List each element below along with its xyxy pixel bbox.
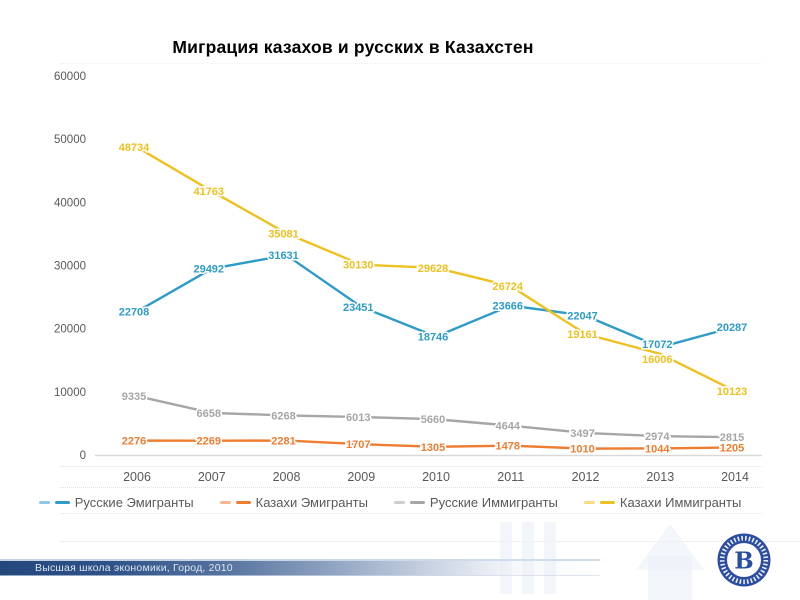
y-tick-label: 0 [80,450,86,462]
y-tick-label: 40000 [54,197,86,209]
data-label: 26724 [492,281,523,293]
data-label: 23451 [343,302,374,314]
data-label: 9335 [122,391,146,403]
data-label: 29492 [193,264,224,276]
series-line-2 [135,394,737,439]
data-label: 2974 [645,431,670,443]
data-label: 1205 [720,442,744,454]
data-label: 1707 [346,439,370,451]
x-tick-label: 2009 [347,470,375,484]
footer-bar: Высшая школа экономики, Город, 2010 [0,559,600,576]
separator-line [60,487,762,488]
y-tick-label: 10000 [54,387,86,399]
series-line-1 [135,439,737,450]
chart-legend: Русские Эмигранты Казахи Эмигранты Русск… [38,491,742,513]
data-label: 3497 [570,428,594,440]
x-tick-label: 2010 [422,470,450,484]
separator-line [60,466,762,467]
data-label: 2269 [197,436,221,448]
data-label: 20287 [717,322,748,334]
data-label: 1044 [645,443,670,455]
data-label: 35081 [268,228,299,240]
data-label: 10123 [717,386,748,398]
series-labels-1: 2276 2269 2281 1707 1305 1478 1010 1044 1205 [120,434,745,457]
legend-dash-icon [219,500,251,504]
legend-item-russian-emigrants: Русские Эмигранты [38,494,194,510]
series-labels-0: 22708 29492 31631 23451 18746 23666 22047 17072… [117,249,749,353]
data-label: 41763 [193,186,224,198]
data-label: 2281 [271,436,295,448]
y-tick-label: 20000 [54,324,86,336]
legend-dash-icon [38,500,70,504]
x-tick-label: 2014 [721,470,749,484]
y-tick-label: 30000 [54,261,86,273]
legend-dash-icon [393,500,425,504]
data-label: 31631 [268,250,299,262]
x-tick-label: 2008 [273,470,301,484]
data-label: 1478 [496,441,520,453]
legend-label: Казахи Эмигранты [255,494,368,510]
series-labels-2: 9335 6658 6268 6013 5660 4644 3497 2974 2815 [120,390,745,446]
data-label: 22047 [567,311,598,323]
hse-logo: В [717,533,771,587]
data-label: 6013 [346,412,370,424]
legend-label: Русские Эмигранты [74,494,194,510]
data-label: 19161 [567,329,598,341]
legend-item-kazakh-immigrants: Казахи Иммигранты [583,494,742,510]
x-tick-label: 2011 [497,470,524,484]
x-tick-label: 2007 [198,470,226,484]
data-label: 18746 [418,332,449,344]
data-label: 22708 [119,307,150,319]
footer-text: Высшая школа экономики, Город, 2010 [35,561,233,574]
x-tick-label: 2013 [646,470,674,484]
data-label: 2815 [720,432,744,444]
data-label: 6658 [197,408,221,420]
data-label: 6268 [271,410,295,422]
data-label: 2276 [122,436,146,448]
data-label: 48734 [119,142,150,154]
separator-line [60,513,762,514]
legend-label: Русские Иммигранты [429,494,558,510]
series-labels-3: 48734 41763 35081 30130 29628 26724 19161 16006… [117,141,749,400]
data-label: 23666 [492,301,523,313]
x-tick-label: 2012 [572,470,600,484]
data-label: 29628 [418,263,449,275]
data-label: 30130 [343,260,374,272]
data-label: 17072 [642,339,673,351]
legend-item-russian-immigrants: Русские Иммигранты [393,494,558,510]
legend-item-kazakh-emigrants: Казахи Эмигранты [219,494,368,510]
data-label: 16006 [642,354,673,366]
separator-line [60,63,762,64]
y-tick-label: 50000 [54,134,86,146]
logo-monogram: В [734,548,753,575]
x-axis: 2006 2007 2008 2009 2010 2011 2012 2013 2014 [123,470,749,484]
data-label: 5660 [421,414,445,426]
logo-inner-circle [727,543,761,577]
data-label: 1010 [570,444,594,456]
separator-line [60,541,800,542]
series-line-0 [135,253,737,349]
legend-label: Казахи Иммигранты [619,494,742,510]
series-line-3 [135,145,737,393]
data-label: 1305 [421,442,445,454]
y-axis: 0 10000 20000 30000 40000 50000 60000 [54,71,86,462]
data-label: 4644 [496,421,521,433]
x-tick-label: 2006 [123,470,151,484]
page-title: Миграция казахов и русских в Казахстен [172,37,534,57]
y-tick-label: 60000 [54,71,86,83]
legend-dash-icon [583,500,615,504]
